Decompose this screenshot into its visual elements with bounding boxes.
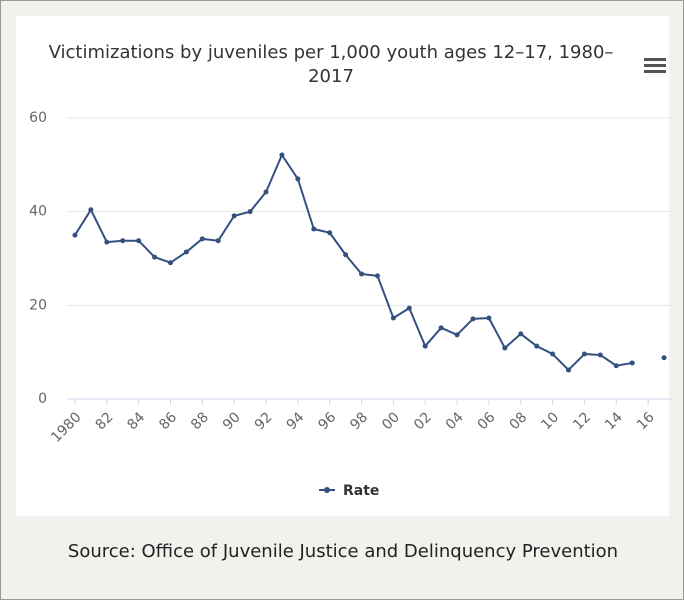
point [470,316,476,322]
point [215,238,221,244]
point [199,236,205,242]
x-tick-label: 92 [252,409,276,433]
point [104,239,110,245]
point [534,343,540,349]
x-tick-label: 98 [347,409,371,433]
point [454,332,460,338]
x-tick-label: 90 [220,409,244,433]
point [613,363,619,369]
point [390,315,396,321]
y-tick-label: 40 [29,204,47,220]
point [661,355,667,361]
point [136,238,142,244]
x-tick-label: 02 [411,409,435,433]
y-tick-label: 20 [29,297,47,313]
point [343,252,349,258]
x-tick-label: 82 [93,409,117,433]
point [327,230,333,236]
menu-bar[interactable] [644,64,666,67]
point [581,351,587,357]
point [422,343,428,349]
x-tick-label: 14 [602,409,626,433]
x-tick-label: 84 [124,409,148,433]
menu-bar[interactable] [644,70,666,73]
menu-bar[interactable] [644,58,666,61]
point [295,176,301,182]
y-tick-label: 0 [38,391,47,407]
chart-title: Victimizations by juveniles per 1,000 yo… [48,42,614,87]
point [88,207,94,213]
point [311,226,317,232]
point [263,189,269,195]
x-tick-label: 96 [315,409,339,433]
x-tick-label: 04 [443,409,467,433]
point [597,352,603,358]
point [152,254,158,260]
point [374,273,380,279]
x-tick-label: 88 [188,409,212,433]
point [231,213,237,219]
point [183,249,189,255]
x-tick-label: 94 [284,409,308,433]
point [502,345,508,351]
legend-item: Rate [319,483,379,499]
point [438,325,444,331]
source-note: Source: Office of Juvenile Justice and D… [67,541,619,562]
x-tick-label: 08 [506,409,530,433]
legend-marker [324,487,330,493]
x-tick-label: 10 [538,409,562,433]
point [120,238,126,244]
point [359,271,365,277]
chart-card [16,16,669,516]
point [566,367,572,373]
menu-button[interactable] [644,58,666,73]
line [75,155,664,370]
legend-label: Rate [343,483,379,499]
point [518,331,524,337]
point [486,315,492,321]
point [550,351,556,357]
x-tick-label: 1980 [48,409,85,446]
point [247,209,253,215]
x-tick-label: 00 [379,409,403,433]
point [72,232,78,238]
x-tick-label: 16 [634,409,658,433]
x-tick-label: 86 [156,409,180,433]
point [406,305,412,311]
point [629,360,635,366]
y-tick-label: 60 [29,110,47,126]
point [279,152,285,158]
x-tick-label: 06 [475,409,499,433]
x-tick-label: 12 [570,409,594,433]
point [167,260,173,266]
